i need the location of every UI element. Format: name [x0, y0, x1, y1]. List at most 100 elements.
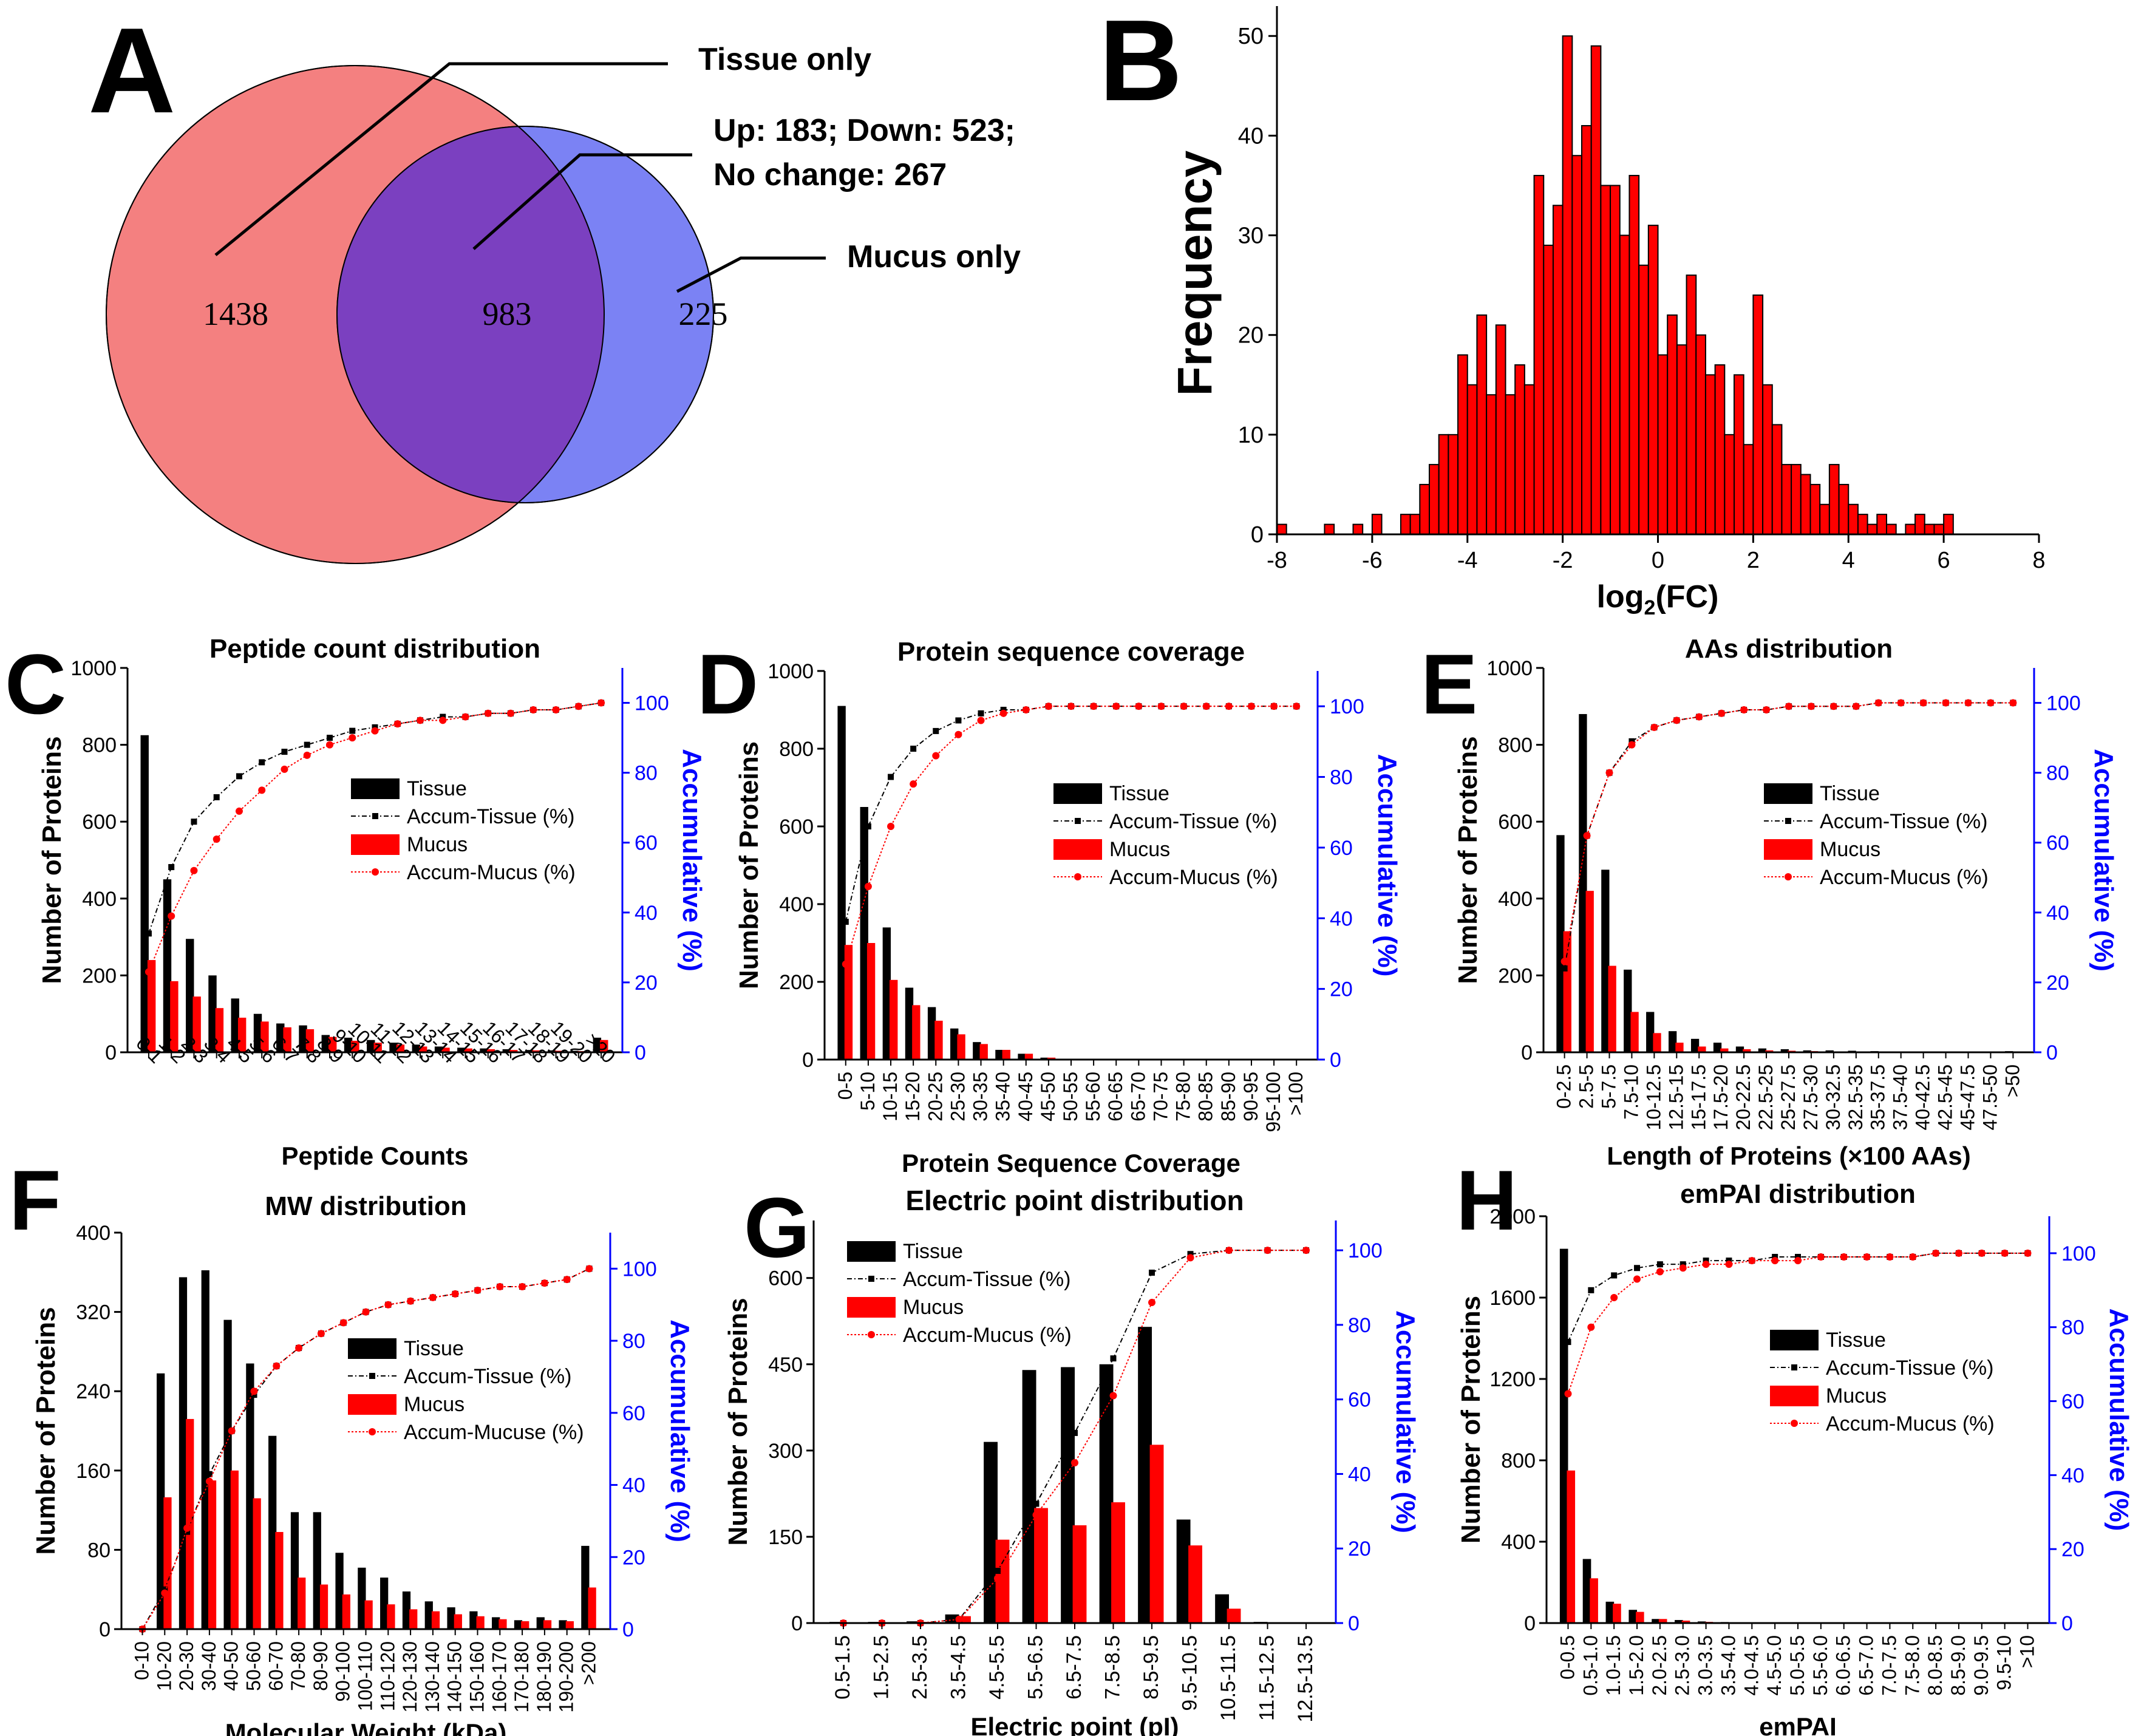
- mucus-bar: [1590, 1578, 1598, 1623]
- histogram-bar: [1791, 464, 1802, 536]
- tissue-bar: [469, 1611, 478, 1629]
- x-tick-label: 5-10: [857, 1072, 879, 1111]
- accum-mucus-point: [1032, 1511, 1040, 1519]
- tissue-bar: [380, 1578, 389, 1629]
- right-tick-label: 20: [2061, 1538, 2084, 1561]
- x-tick-label: 160-170: [488, 1641, 510, 1712]
- histogram-y-tick-label: 50: [1238, 24, 1264, 49]
- accum-mucus-point: [349, 734, 356, 742]
- histogram-bar: [1429, 464, 1440, 536]
- histogram-bar: [1276, 523, 1287, 535]
- left-tick-label: 320: [76, 1301, 111, 1324]
- tissue-bar: [1215, 1594, 1230, 1623]
- accum-mucus-line: [845, 706, 1297, 965]
- histogram-bar: [1695, 334, 1706, 535]
- left-tick-label: 150: [768, 1526, 803, 1549]
- x-tick-label: 8.0-8.5: [1924, 1635, 1946, 1696]
- panel-letter-g: G: [744, 1180, 810, 1275]
- accum-mucus-point: [1987, 699, 1995, 707]
- histogram-bar: [1505, 394, 1516, 535]
- accum-mucus-point: [597, 699, 605, 707]
- accum-mucus-point: [1942, 699, 1950, 707]
- x-tick-label: 7.0-7.5: [1878, 1635, 1900, 1696]
- accum-mucus-point: [1225, 1247, 1233, 1254]
- legend-mucus-swatch: [847, 1297, 896, 1318]
- left-tick-label: 0: [1521, 1041, 1533, 1064]
- accum-mucus-point: [273, 1362, 281, 1370]
- accum-mucus-point: [1583, 832, 1591, 840]
- accum-mucus-point: [842, 960, 849, 968]
- accum-mucus-point: [1587, 1323, 1595, 1331]
- tissue-bar: [1628, 1610, 1638, 1623]
- accum-mucus-point: [228, 1427, 236, 1435]
- accum-tissue-point: [933, 727, 939, 734]
- right-tick-label: 100: [1330, 695, 1364, 718]
- right-tick-label: 60: [622, 1402, 645, 1425]
- y-axis-title: Number of Proteins: [1453, 736, 1483, 984]
- tissue-bar: [559, 1620, 567, 1629]
- histogram-x-axis-title: log2(FC): [1597, 579, 1719, 619]
- histogram-bar: [1419, 483, 1430, 535]
- left-tick-label: 800: [779, 738, 814, 761]
- tissue-bar: [1579, 713, 1587, 1052]
- tissue-bar: [268, 1435, 277, 1629]
- accum-tissue-point: [1110, 1355, 1117, 1362]
- tissue-bar: [299, 1025, 307, 1052]
- tissue-bar: [1646, 1012, 1655, 1052]
- mucus-bar: [995, 1539, 1010, 1623]
- left-tick-label: 2000: [1489, 1205, 1536, 1228]
- left-tick-label: 240: [76, 1380, 111, 1403]
- left-tick-label: 200: [779, 971, 814, 994]
- left-tick-label: 400: [82, 888, 117, 911]
- mucus-bar: [1567, 1470, 1576, 1623]
- right-tick-label: 20: [2046, 972, 2069, 995]
- mucus-bar: [600, 1040, 608, 1052]
- accum-tissue-point: [1703, 1258, 1709, 1264]
- accum-mucus-point: [519, 1283, 526, 1291]
- x-tick-label: 25-30: [947, 1072, 968, 1122]
- tissue-bar: [1099, 1364, 1114, 1623]
- left-tick-label: 80: [87, 1539, 111, 1562]
- histogram-bar: [1552, 205, 1564, 535]
- right-tick-label: 20: [1348, 1537, 1371, 1561]
- sequence-coverage-chart: 0 200 400 600 800 1000 0 20 40 60 80 100 0-5 5-10 10-1…: [734, 637, 1402, 1177]
- accum-mucus-point: [1874, 699, 1882, 707]
- mucus-bar: [419, 1046, 427, 1052]
- mucus-bar: [192, 996, 201, 1052]
- x-tick-label: 12.5-13.5: [1294, 1635, 1317, 1723]
- accum-mucus-point: [563, 1276, 571, 1284]
- mucus-bar: [328, 1036, 337, 1052]
- tissue-bar: [1018, 1054, 1026, 1060]
- histogram-bar: [1914, 514, 1925, 535]
- left-tick-label: 0: [802, 1049, 814, 1072]
- histogram-bar: [1324, 523, 1335, 535]
- accum-mucus-point: [1725, 1261, 1733, 1268]
- mucus-bar: [260, 1021, 269, 1052]
- tissue-bar: [321, 1035, 330, 1052]
- right-tick-label: 0: [2046, 1041, 2058, 1064]
- accum-tissue-point: [1187, 1251, 1194, 1258]
- accum-mucus-point: [585, 1265, 593, 1273]
- histogram-y-tick-label: 0: [1251, 522, 1264, 548]
- accum-tissue-point: [236, 773, 242, 780]
- legend-label: Tissue: [404, 1337, 464, 1360]
- venn-overlap-region: [337, 126, 604, 503]
- legend: Tissue Accum-Tissue (%) Mucus Accum-Mucuse …: [348, 1337, 584, 1444]
- histogram-x-tick-label: -2: [1553, 548, 1573, 573]
- chart-title: Protein sequence coverage: [897, 637, 1245, 667]
- x-tick-label: 5.5-6.0: [1809, 1635, 1831, 1696]
- tissue-bar: [313, 1512, 321, 1629]
- tissue-bar: [1713, 1043, 1722, 1052]
- accum-tissue-point: [304, 741, 310, 748]
- left-tick-label: 450: [768, 1353, 803, 1377]
- accum-mucus-point: [1264, 1247, 1271, 1254]
- right-tick-label: 60: [635, 832, 658, 855]
- accum-mucus-point: [1840, 1253, 1848, 1261]
- legend-accum-mucus-marker: [372, 868, 379, 876]
- x-axis-title: Peptide Counts: [281, 1142, 468, 1170]
- left-tick-label: 0: [105, 1041, 117, 1064]
- x-tick-label: 35-37.5: [1867, 1064, 1889, 1131]
- x-tick-label: 190-200: [556, 1641, 577, 1712]
- accum-mucus-point: [1748, 1257, 1756, 1265]
- histogram-x-tick-label: 8: [2032, 548, 2045, 573]
